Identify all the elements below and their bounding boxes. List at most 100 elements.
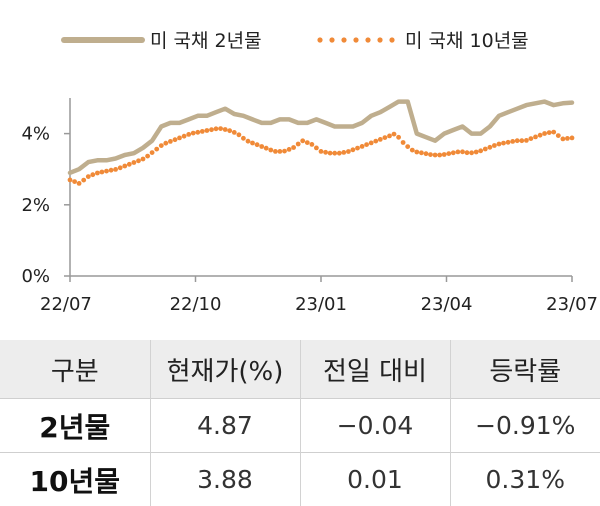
- series-10y-point: [273, 149, 278, 154]
- series-10y-point: [246, 139, 251, 144]
- series-10y-point: [364, 142, 369, 147]
- series-10y-point: [446, 151, 451, 156]
- series-10y-point: [255, 142, 260, 147]
- series-10y-point: [141, 157, 146, 162]
- series-10y-point: [451, 150, 456, 155]
- series-10y-point: [127, 162, 132, 167]
- series-10y-point: [414, 150, 419, 155]
- series-10y-point: [478, 148, 483, 153]
- series-10y-point: [300, 138, 305, 143]
- series-10y-point: [136, 158, 141, 163]
- legend-dot: [353, 37, 358, 42]
- series-10y-point: [90, 172, 95, 177]
- header-pct: 등락률: [450, 340, 600, 399]
- series-10y-point: [310, 142, 315, 147]
- x-tick-label: 23/04: [421, 294, 473, 315]
- series-10y-point: [100, 170, 105, 175]
- series-10y-point: [278, 149, 283, 154]
- series-10y-point: [465, 150, 470, 155]
- series-10y-point: [556, 133, 561, 138]
- header-category: 구분: [0, 340, 150, 399]
- series-10y-point: [469, 150, 474, 155]
- series-10y-point: [122, 164, 127, 169]
- series-10y-point: [173, 137, 178, 142]
- series-10y-point: [328, 151, 333, 156]
- series-10y-point: [524, 138, 529, 143]
- series-10y-point: [205, 128, 210, 133]
- x-tick-label: 22/07: [40, 294, 92, 315]
- y-tick-label: 4%: [21, 124, 50, 145]
- series-10y-point: [186, 132, 191, 137]
- y-axis-ticks: 0%2%4%: [21, 124, 70, 287]
- series-10y-point: [460, 149, 465, 154]
- table-row-2y: 2년물 4.87 −0.04 −0.91%: [0, 399, 600, 453]
- series-10y-point: [323, 150, 328, 155]
- legend-dot: [317, 37, 322, 42]
- legend: 미 국채 2년물 미 국채 10년물: [64, 30, 529, 52]
- series-10y-point: [109, 168, 114, 173]
- header-change: 전일 대비: [300, 340, 450, 399]
- legend-dot: [329, 37, 334, 42]
- series-10y-point: [319, 149, 324, 154]
- series-10y-point: [492, 143, 497, 148]
- series-10y-point: [145, 154, 150, 159]
- row-pct: −0.91%: [450, 399, 600, 453]
- series-10y-point: [268, 148, 273, 153]
- legend-dot: [377, 37, 382, 42]
- series-10y-point: [474, 150, 479, 155]
- series-10y-point: [433, 153, 438, 158]
- series-10y-point: [68, 178, 73, 183]
- series-10y-point: [305, 140, 310, 145]
- series-10y-point: [337, 151, 342, 156]
- yield-table: 구분 현재가(%) 전일 대비 등락률 2년물 4.87 −0.04 −0.91…: [0, 340, 600, 506]
- series-10y-point: [154, 147, 159, 152]
- series-10y-point: [86, 174, 91, 179]
- legend-label-10y: 미 국채 10년물: [405, 30, 529, 52]
- series-10y-point: [200, 129, 205, 134]
- table-header-row: 구분 현재가(%) 전일 대비 등락률: [0, 340, 600, 399]
- row-pct: 0.31%: [450, 453, 600, 506]
- series-10y-point: [163, 141, 168, 146]
- series-10y-point: [195, 130, 200, 135]
- series-10y-point: [113, 167, 118, 172]
- series-10y-point: [561, 137, 566, 142]
- series-10y-point: [341, 150, 346, 155]
- table-row-10y: 10년물 3.88 0.01 0.31%: [0, 453, 600, 506]
- row-change: 0.01: [300, 453, 450, 506]
- x-tick-label: 22/10: [170, 294, 222, 315]
- series-10y-point: [264, 146, 269, 151]
- series-10y-point: [456, 150, 461, 155]
- series-2y-path: [70, 102, 572, 173]
- series-10y-point: [410, 148, 415, 153]
- legend-swatch-10y: [317, 37, 394, 42]
- legend-label-2y: 미 국채 2년물: [150, 30, 262, 52]
- series-10y-point: [405, 144, 410, 149]
- series-10y-point: [282, 149, 287, 154]
- series-10y-point: [437, 153, 442, 158]
- legend-dot: [341, 37, 346, 42]
- series-10y-point: [346, 149, 351, 154]
- legend-dot: [365, 37, 370, 42]
- series-10y-point: [159, 143, 164, 148]
- series-10y-point: [332, 151, 337, 156]
- series-10y-point: [214, 126, 219, 131]
- series-10y-point: [355, 146, 360, 151]
- series-10y-point: [72, 179, 77, 184]
- series-10y-point: [241, 136, 246, 141]
- series-10y-point: [237, 132, 242, 137]
- legend-dot: [389, 37, 394, 42]
- series-10y-point: [401, 140, 406, 145]
- series-10y-point: [250, 141, 255, 146]
- series-10y-point: [538, 133, 543, 138]
- x-tick-label: 23/01: [295, 294, 347, 315]
- y-tick-label: 2%: [21, 195, 50, 216]
- series-10y-point: [209, 127, 214, 132]
- series-10y-point: [510, 139, 515, 144]
- series-10y-point: [218, 126, 223, 131]
- series-10y-point: [488, 145, 493, 150]
- series-10y-point: [81, 178, 86, 183]
- row-price: 3.88: [150, 453, 300, 506]
- series-10y-point: [392, 132, 397, 137]
- series-10y-point: [419, 150, 424, 155]
- series-10y-point: [150, 150, 155, 155]
